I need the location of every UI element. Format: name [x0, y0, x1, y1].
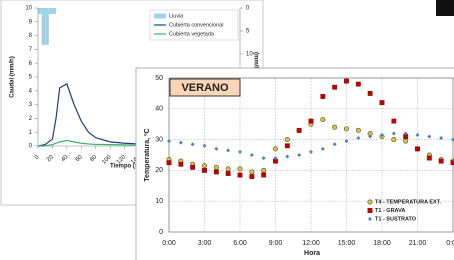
marker [392, 119, 396, 123]
marker [392, 137, 396, 141]
rain-bar [52, 8, 56, 14]
y-tick-label: 20 [155, 167, 163, 174]
marker [285, 144, 289, 148]
y-tick-label: 50 [155, 75, 163, 82]
dark-corner [436, 0, 454, 16]
marker [344, 127, 348, 131]
marker [439, 159, 443, 163]
marker [238, 167, 242, 171]
marker [368, 200, 372, 204]
marker [179, 162, 183, 166]
marker [321, 117, 325, 121]
legend-label: T1 - SUSTRATO [375, 216, 417, 222]
x-axis-label: Hora [304, 250, 320, 257]
x-tick-label: 15:00 [338, 240, 356, 247]
marker [250, 170, 254, 174]
marker [427, 156, 431, 160]
marker [167, 161, 171, 165]
x-tick-label: 18:00 [373, 240, 391, 247]
x-tick-label: 3:00 [198, 240, 212, 247]
marker [321, 94, 325, 98]
marker [214, 165, 218, 169]
marker [356, 128, 360, 132]
marker [190, 165, 194, 169]
page: {"chart_data": [ {"type": "line", "x_lab… [0, 0, 454, 260]
marker [344, 79, 348, 83]
y2-tick-label: 10 [246, 52, 253, 58]
legend-label: Lluvia [169, 13, 184, 19]
marker [297, 128, 301, 132]
x-tick-label: 9:00 [269, 240, 283, 247]
marker [368, 91, 372, 95]
marker [214, 170, 218, 174]
marker [403, 139, 407, 143]
x-tick-label: 6:00 [233, 240, 247, 247]
legend-label: Cubierta vegetada [169, 31, 215, 37]
marker [202, 168, 206, 172]
y-tick-label: 0 [159, 229, 163, 236]
x-tick-label: 0:00 [446, 240, 454, 247]
marker [238, 173, 242, 177]
legend-label: T1 - GRAVA [375, 208, 405, 214]
marker [226, 171, 230, 175]
marker [226, 167, 230, 171]
marker [273, 147, 277, 151]
rain-bar [49, 8, 53, 14]
annotation: VERANO [181, 82, 229, 94]
rain-bar [38, 8, 42, 14]
legend-label: Cubierta convencional [169, 22, 223, 28]
legend-swatch [154, 14, 166, 19]
marker [250, 174, 254, 178]
marker [285, 137, 289, 141]
chart: 0 10 20 30 40 50 0:00 3:00 6:00 9:00 12:00 15:00 18:… [136, 68, 454, 260]
y-axis-label: Caudal (mm/h) [10, 56, 16, 98]
legend-label: T4 - TEMPERATURA EXT. [375, 199, 441, 205]
marker [368, 208, 372, 212]
marker [332, 125, 336, 129]
y-tick-label: 10 [25, 6, 32, 12]
y-tick-label: 30 [155, 136, 163, 143]
rain-bar [42, 8, 46, 45]
x-tick-label: 12:00 [302, 240, 320, 247]
x-tick-label: 0:00 [162, 240, 176, 247]
marker [261, 173, 265, 177]
marker [202, 164, 206, 168]
marker [356, 82, 360, 86]
chart-frame [136, 68, 454, 260]
marker [415, 147, 419, 151]
rain-bar [45, 8, 49, 45]
y-tick-label: 40 [155, 106, 163, 113]
marker [261, 168, 265, 172]
marker [380, 100, 384, 104]
marker [309, 119, 313, 123]
y-tick-label: 10 [155, 198, 163, 205]
x-tick-label: 21:00 [409, 240, 427, 247]
marker [332, 85, 336, 89]
screenshot: 0123456789100510152025300204060801001201… [0, 0, 454, 260]
y-axis-label: Temperatura, ºC [144, 128, 151, 181]
